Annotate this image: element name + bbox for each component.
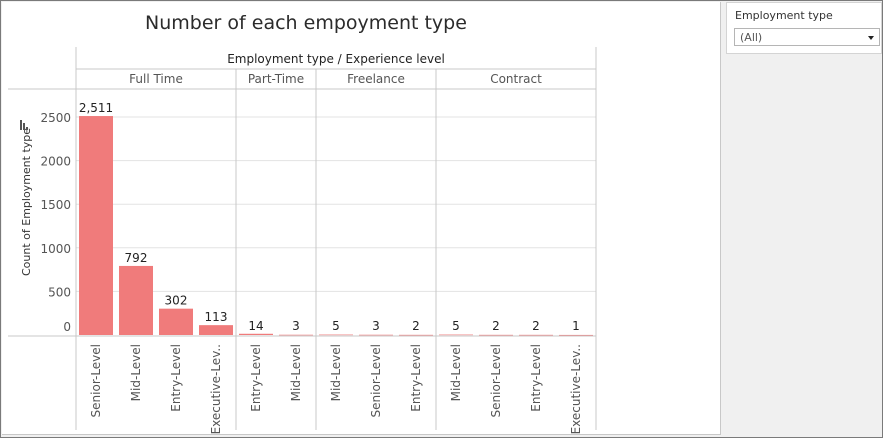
bar	[239, 333, 273, 335]
bar	[519, 334, 553, 336]
chevron-down-icon	[868, 36, 874, 40]
bar	[399, 334, 433, 336]
category-label: Senior-Level	[489, 344, 503, 417]
y-tick-label: 1000	[40, 242, 71, 256]
category-label: Mid-Level	[129, 344, 143, 401]
data-label: 5	[452, 319, 460, 333]
y-axis-label: Count of Employment type	[20, 128, 33, 276]
category-label: Senior-Level	[369, 344, 383, 417]
bar	[439, 334, 473, 336]
sort-icon	[23, 123, 25, 130]
bar	[119, 265, 153, 335]
category-label: Entry-Level	[169, 344, 183, 412]
category-label: Executive-Lev..	[569, 344, 583, 434]
data-label: 2	[412, 319, 420, 333]
data-label: 1	[572, 319, 580, 333]
data-label: 5	[332, 319, 340, 333]
bar-chart: Employment type / Experience level Full T…	[8, 47, 597, 434]
dropdown-value: (All)	[740, 31, 763, 44]
filter-panel: Employment type (All)	[726, 2, 882, 54]
category-label: Entry-Level	[409, 344, 423, 412]
bar	[159, 308, 193, 335]
y-tick-label: 0	[63, 320, 71, 334]
data-label: 3	[292, 319, 300, 333]
bar	[319, 334, 353, 336]
group-label: Part-Time	[248, 72, 304, 86]
category-label: Mid-Level	[329, 344, 343, 401]
data-label: 2,511	[79, 101, 113, 115]
chart-title: Number of each empoyment type	[145, 12, 467, 34]
category-label: Senior-Level	[89, 344, 103, 417]
sort-icon	[26, 127, 28, 130]
bar	[479, 334, 513, 336]
bar	[359, 334, 393, 336]
data-label: 14	[248, 319, 263, 333]
data-label: 302	[165, 294, 188, 308]
y-tick-label: 2500	[40, 111, 71, 125]
group-label: Contract	[490, 72, 542, 86]
filter-label: Employment type	[735, 9, 833, 22]
bar	[559, 334, 593, 336]
bar	[279, 334, 313, 336]
column-header: Employment type / Experience level	[227, 52, 445, 66]
category-label: Entry-Level	[529, 344, 543, 412]
data-label: 113	[205, 310, 228, 324]
bar	[79, 116, 113, 335]
category-label: Mid-Level	[289, 344, 303, 401]
category-label: Executive-Lev..	[209, 344, 223, 434]
category-label: Mid-Level	[449, 344, 463, 401]
y-tick-label: 1500	[40, 198, 71, 212]
data-label: 2	[532, 319, 540, 333]
y-tick-label: 2000	[40, 155, 71, 169]
chart-area: Number of each empoyment type Employment…	[2, 2, 721, 435]
group-label: Full Time	[129, 72, 183, 86]
bar	[199, 325, 233, 335]
group-label: Freelance	[347, 72, 405, 86]
data-label: 3	[372, 319, 380, 333]
sort-icon	[20, 120, 22, 130]
category-label: Entry-Level	[249, 344, 263, 412]
employment-type-dropdown[interactable]: (All)	[734, 28, 880, 46]
data-label: 792	[125, 251, 148, 265]
y-tick-label: 500	[48, 285, 71, 299]
data-label: 2	[492, 319, 500, 333]
